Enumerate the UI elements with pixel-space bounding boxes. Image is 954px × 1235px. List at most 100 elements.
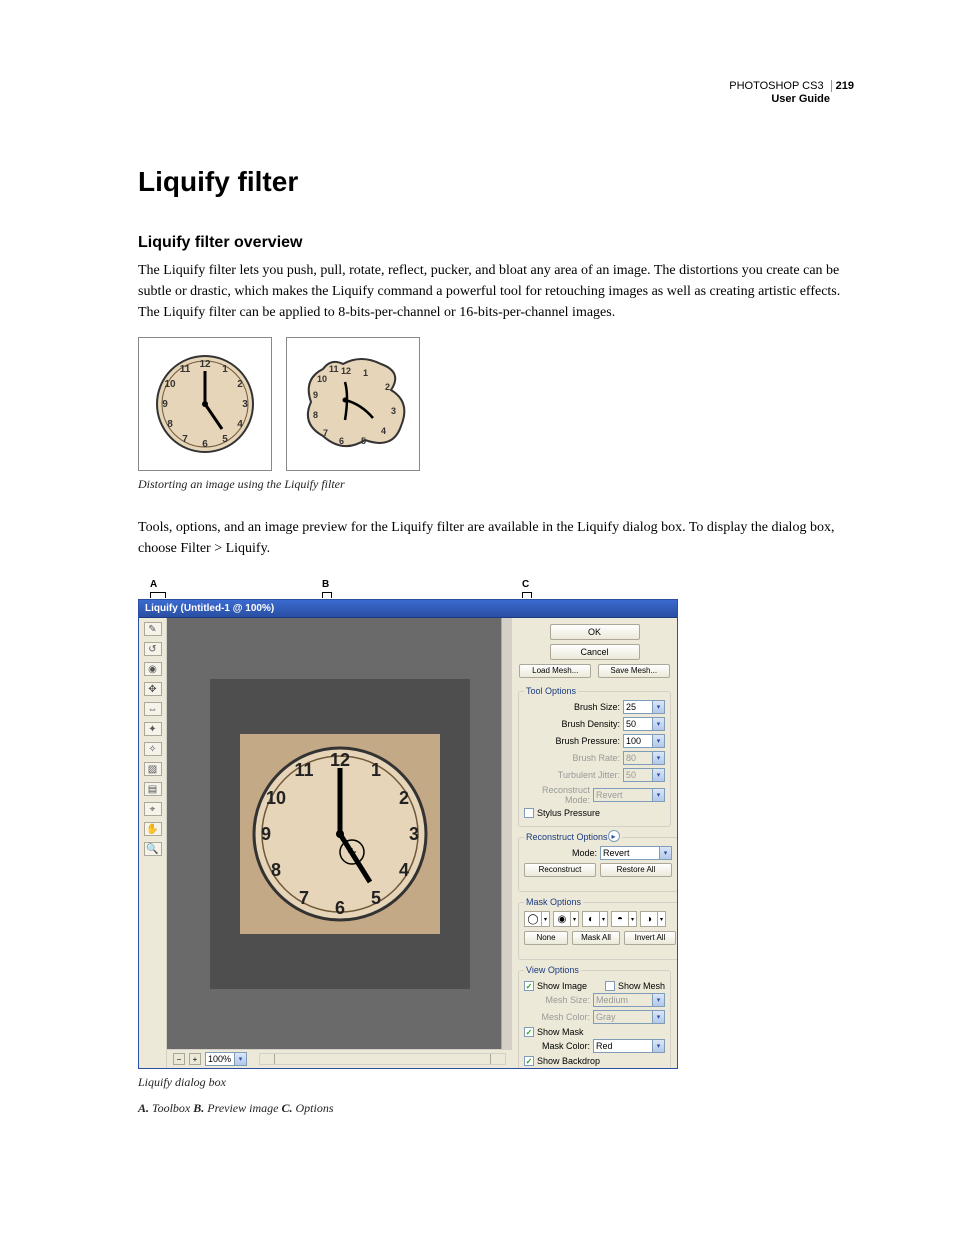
stylus-pressure-checkbox[interactable] [524, 808, 534, 818]
hand-tool[interactable]: ✋ [144, 822, 162, 836]
tool-options-group: Tool Options Brush Size:▾ Brush Density:… [518, 686, 671, 827]
svg-text:7: 7 [298, 888, 308, 908]
status-bar: − + ▾ [167, 1049, 512, 1068]
cancel-button[interactable]: Cancel [550, 644, 640, 660]
view-options-group: View Options ✓Show Image Show Mesh Mesh … [518, 965, 671, 1068]
show-mask-label: Show Mask [537, 1027, 584, 1037]
svg-text:4: 4 [398, 860, 408, 880]
mesh-color-combo: ▾ [593, 1010, 665, 1024]
svg-text:10: 10 [164, 379, 176, 390]
tool-options-legend: Tool Options [524, 686, 578, 696]
preview-area[interactable]: 1212 345 678 91011 [167, 618, 512, 1049]
show-backdrop-checkbox[interactable]: ✓ [524, 1056, 534, 1066]
svg-text:8: 8 [270, 860, 280, 880]
show-mesh-checkbox[interactable] [605, 981, 615, 991]
reconstruct-mode-label: Reconstruct Mode: [524, 785, 590, 805]
turbulent-jitter-label: Turbulent Jitter: [558, 770, 620, 780]
options-panel: OK Cancel Load Mesh... Save Mesh... Tool… [512, 618, 677, 1068]
reconstruct-mode-select[interactable]: ▾ [600, 846, 672, 860]
svg-text:12: 12 [199, 359, 211, 370]
pucker-tool[interactable]: ✥ [144, 682, 162, 696]
mask-color-input[interactable] [594, 1040, 652, 1052]
svg-text:3: 3 [391, 406, 396, 416]
brush-pressure-label: Brush Pressure: [555, 736, 620, 746]
zoom-tool[interactable]: 🔍 [144, 842, 162, 856]
mask-all-button[interactable]: Mask All [572, 931, 620, 945]
brush-rate-combo: ▾ [623, 751, 665, 765]
page-header: PHOTOSHOP CS3 219 User Guide [138, 80, 854, 106]
view-legend: View Options [524, 965, 581, 975]
svg-text:9: 9 [260, 824, 270, 844]
show-mask-checkbox[interactable]: ✓ [524, 1027, 534, 1037]
reconstruct-mode-combo: ▾ [593, 788, 665, 802]
mirror-tool[interactable]: ✧ [144, 742, 162, 756]
svg-text:2: 2 [385, 382, 390, 392]
svg-text:11: 11 [329, 364, 339, 374]
restore-all-button[interactable]: Restore All [600, 863, 672, 877]
svg-text:10: 10 [317, 374, 327, 384]
svg-text:12: 12 [329, 750, 349, 770]
push-left-tool[interactable]: ✦ [144, 722, 162, 736]
mesh-color-input [594, 1011, 652, 1023]
svg-text:11: 11 [294, 760, 313, 780]
save-mesh-button[interactable]: Save Mesh... [598, 664, 670, 678]
brush-pressure-combo[interactable]: ▾ [623, 734, 665, 748]
brush-density-input[interactable] [624, 718, 652, 730]
clock-original-thumb: 1212 345 678 91011 [138, 337, 272, 471]
caption-b-label: B. [193, 1101, 204, 1115]
svg-text:8: 8 [313, 410, 318, 420]
header-subtitle: User Guide [138, 93, 830, 106]
mesh-color-label: Mesh Color: [541, 1012, 590, 1022]
reconstruct-flyout-icon[interactable]: ▸ [608, 830, 620, 842]
turbulent-jitter-input [624, 769, 652, 781]
svg-text:12: 12 [341, 366, 351, 376]
mask-color-combo[interactable]: ▾ [593, 1039, 665, 1053]
ok-button[interactable]: OK [550, 624, 640, 640]
svg-text:4: 4 [237, 419, 243, 430]
section-heading: Liquify filter overview [138, 234, 854, 252]
svg-text:3: 3 [242, 399, 248, 410]
brush-rate-label: Brush Rate: [572, 753, 620, 763]
brush-pressure-input[interactable] [624, 735, 652, 747]
label-a: A [150, 579, 157, 590]
mask-invert-button[interactable]: ◑▾ [640, 911, 666, 927]
mask-subtract-button[interactable]: ◐▾ [582, 911, 608, 927]
turbulence-tool[interactable]: ▧ [144, 762, 162, 776]
svg-text:6: 6 [339, 436, 344, 446]
horizontal-scrollbar[interactable] [259, 1053, 506, 1065]
mask-add-button[interactable]: ◉▾ [553, 911, 579, 927]
load-mesh-button[interactable]: Load Mesh... [519, 664, 591, 678]
mask-replace-button[interactable]: ◯▾ [524, 911, 550, 927]
zoom-combo[interactable]: ▾ [205, 1052, 247, 1066]
svg-text:4: 4 [381, 426, 386, 436]
svg-text:5: 5 [370, 888, 380, 908]
brush-size-combo[interactable]: ▾ [623, 700, 665, 714]
reconstruct-legend-text: Reconstruct Options [526, 832, 608, 842]
mask-invert-all-button[interactable]: Invert All [624, 931, 676, 945]
show-image-checkbox[interactable]: ✓ [524, 981, 534, 991]
intro-paragraph-2: Tools, options, and an image preview for… [138, 517, 854, 559]
freeze-mask-tool[interactable]: ▤ [144, 782, 162, 796]
zoom-in-button[interactable]: + [189, 1053, 201, 1065]
thaw-mask-tool[interactable]: ⌖ [144, 802, 162, 816]
mask-none-button[interactable]: None [524, 931, 568, 945]
brush-density-combo[interactable]: ▾ [623, 717, 665, 731]
svg-text:1: 1 [363, 368, 368, 378]
label-b: B [322, 579, 329, 590]
svg-text:8: 8 [167, 419, 173, 430]
twirl-tool[interactable]: ◉ [144, 662, 162, 676]
show-mesh-label: Show Mesh [618, 981, 665, 991]
zoom-input[interactable] [206, 1053, 234, 1065]
forward-warp-tool[interactable]: ✎ [144, 622, 162, 636]
brush-size-input[interactable] [624, 701, 652, 713]
reconstruct-tool[interactable]: ↺ [144, 642, 162, 656]
mask-intersect-button[interactable]: ◓▾ [611, 911, 637, 927]
liquify-dialog: Liquify (Untitled-1 @ 100%) ✎ ↺ ◉ ✥ ⇔ ✦ … [138, 599, 678, 1069]
mask-legend: Mask Options [524, 897, 583, 907]
zoom-out-button[interactable]: − [173, 1053, 185, 1065]
bloat-tool[interactable]: ⇔ [144, 702, 162, 716]
reconstruct-mode-field[interactable] [601, 847, 659, 859]
reconstruct-button[interactable]: Reconstruct [524, 863, 596, 877]
svg-text:5: 5 [222, 434, 228, 445]
dialog-titlebar: Liquify (Untitled-1 @ 100%) [139, 600, 677, 618]
